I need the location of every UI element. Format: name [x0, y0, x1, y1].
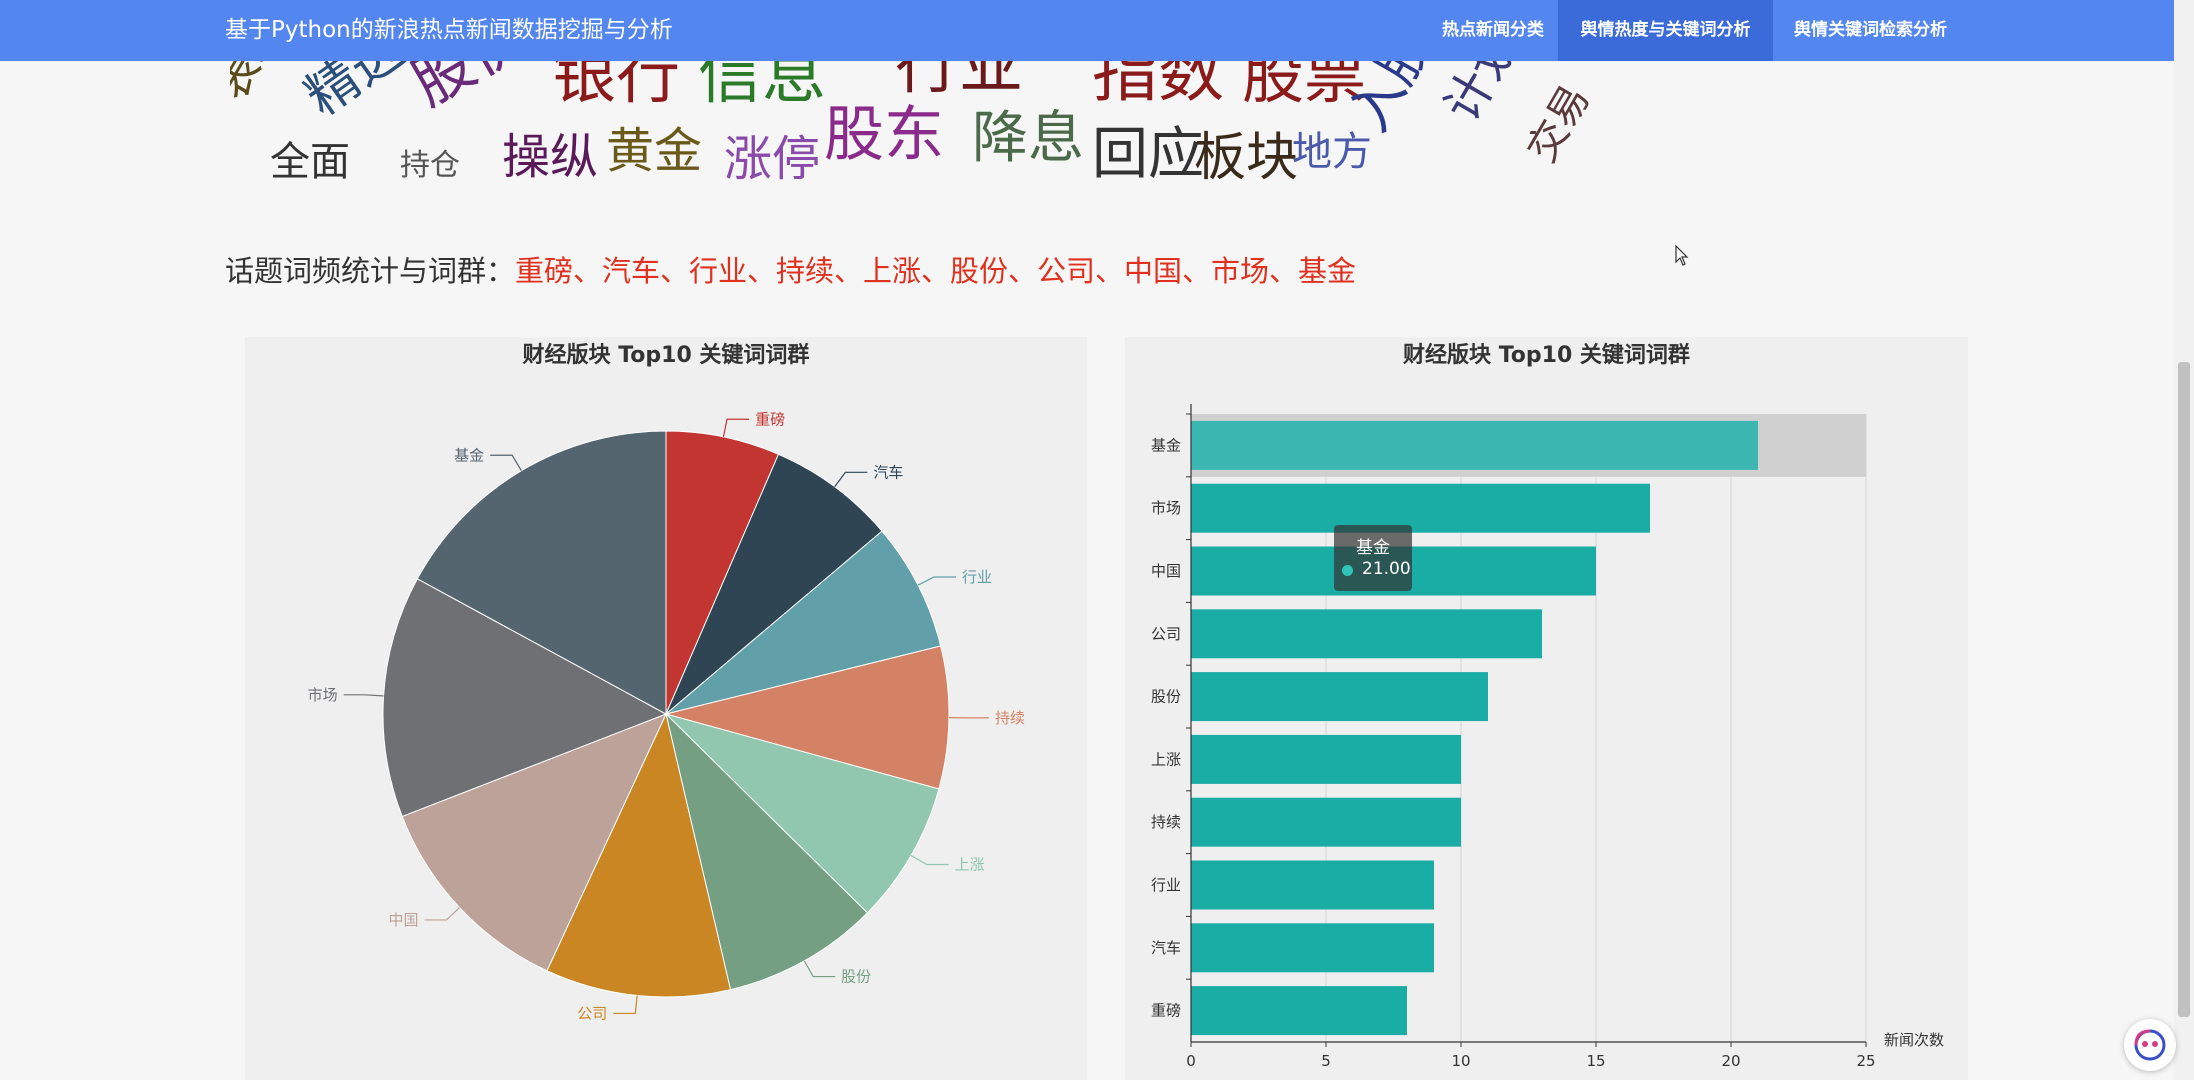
scrollbar-thumb[interactable] [2178, 362, 2190, 1017]
bar-chart-title: 财经版块 Top10 关键词词群 [1403, 343, 1690, 368]
bar-上涨[interactable] [1191, 734, 1461, 784]
y-tick-label: 公司 [1151, 625, 1181, 643]
word-cloud-word: 黄金 [606, 123, 702, 179]
pie-label: 重磅 [755, 410, 785, 428]
pie-slice-行业[interactable] [665, 530, 942, 715]
y-tick-label: 持续 [1151, 813, 1181, 831]
pie-slice-持续[interactable] [664, 645, 950, 790]
brand-title[interactable]: 基于Python的新浪热点新闻数据挖掘与分析 [225, 17, 673, 43]
word-cloud-word: 股东 [824, 100, 944, 170]
pie-label: 汽车 [873, 463, 903, 481]
pie-chart-panel: 财经版块 Top10 关键词词群 重磅汽车行业持续上涨股份公司 中国 市场 基金 [245, 337, 1087, 1080]
bar-基金[interactable] [1191, 420, 1758, 470]
x-tick-label: 10 [1451, 1052, 1470, 1070]
mouse-cursor-icon [1675, 245, 1689, 266]
word-cloud-word: 持仓 [400, 148, 460, 183]
bar-行业[interactable] [1191, 860, 1434, 910]
word-cloud: 表现 精选 股价 银行 信息 行业 指数 股票 全面 持仓 操纵 黄金 涨停 股东 降息 回应 板块 地方 入股 计划… [230, 45, 1650, 195]
bar-市场[interactable] [1191, 483, 1650, 533]
bar-公司[interactable] [1191, 609, 1542, 659]
topic-label: 话题词频统计与词群： [225, 254, 516, 288]
pie-label: 持续 [995, 709, 1025, 727]
y-tick-label: 股份 [1151, 688, 1181, 706]
bar-股份[interactable] [1191, 672, 1488, 722]
x-tick-label: 5 [1321, 1052, 1331, 1070]
x-axis-label: 新闻次数 [1884, 1031, 1944, 1049]
y-tick-label: 上涨 [1151, 750, 1181, 768]
x-tick-label: 15 [1586, 1052, 1605, 1070]
pie-label-line [343, 694, 384, 697]
pie-label: 上涨 [955, 856, 985, 874]
pie-label-line [613, 995, 638, 1015]
pie-label-line [910, 854, 949, 866]
pie-label: 中国 [388, 911, 418, 929]
robot-icon [2134, 1029, 2166, 1061]
nav-sentiment-keyword-search[interactable]: 舆情关键词检索分析 [1794, 20, 1947, 40]
x-tick-label: 20 [1721, 1052, 1740, 1070]
word-cloud-word: 涨停 [724, 131, 820, 187]
bar-汽车[interactable] [1191, 923, 1434, 973]
pie-label: 股份 [841, 968, 871, 986]
pie-label-line [424, 907, 461, 921]
pie-label: 基金 [454, 446, 484, 464]
word-cloud-word: 全面 [270, 139, 350, 185]
tooltip-value: 21.00 [1362, 559, 1411, 579]
nav-hot-news-classification[interactable]: 热点新闻分类 [1442, 20, 1544, 40]
bar-重磅[interactable] [1191, 986, 1407, 1036]
y-tick-label: 汽车 [1151, 939, 1181, 957]
word-cloud-word: 交易 [1519, 78, 1599, 170]
y-tick-label: 行业 [1151, 876, 1181, 894]
pie-label: 公司 [577, 1004, 607, 1022]
pie-slice-汽车[interactable] [665, 453, 883, 715]
y-tick-label: 市场 [1151, 499, 1181, 517]
pie-label-line [917, 576, 957, 586]
pie-label-line [490, 454, 522, 472]
word-cloud-word: 板块 [1194, 128, 1298, 188]
bar-tooltip: 基金 21.00 [1334, 525, 1412, 591]
y-tick-label: 中国 [1151, 562, 1181, 580]
y-tick-label: 基金 [1151, 436, 1181, 454]
y-tick-label: 重磅 [1151, 1002, 1181, 1020]
x-tick-label: 0 [1186, 1052, 1196, 1070]
page-scrollbar[interactable] [2174, 0, 2194, 1080]
topic-words: 重磅、汽车、行业、持续、上涨、股份、公司、中国、市场、基金 [515, 254, 1357, 288]
pie-chart-title: 财经版块 Top10 关键词词群 [522, 343, 810, 368]
top-navbar: 基于Python的新浪热点新闻数据挖掘与分析 热点新闻分类 舆情热度与关键词分析… [0, 0, 2174, 61]
pie-label: 行业 [962, 568, 992, 586]
chat-assistant-button[interactable] [2124, 1019, 2176, 1071]
tooltip-name: 基金 [1356, 538, 1390, 558]
pie-slice-重磅[interactable] [665, 430, 780, 715]
pie-label-line [803, 960, 836, 978]
word-cloud-word: 地方 [1292, 129, 1372, 175]
word-cloud-word: 降息 [972, 106, 1084, 171]
word-cloud-word: 回应 [1092, 122, 1204, 187]
bar-chart-panel: 财经版块 Top10 关键词词群 0 5 10 15 20 25 重磅 汽车 行业 持续 上涨 股份 公… [1125, 337, 1968, 1080]
pie-slice-上涨[interactable] [664, 713, 940, 914]
bar-持续[interactable] [1191, 797, 1461, 847]
tooltip-dot [1342, 565, 1353, 576]
x-tick-label: 25 [1856, 1052, 1875, 1070]
pie-label: 市场 [308, 686, 338, 704]
topic-frequency-line: 话题词频统计与词群：重磅、汽车、行业、持续、上涨、股份、公司、中国、市场、基金 [225, 248, 1356, 290]
pie-label-line [834, 471, 868, 488]
word-cloud-word: 操纵 [502, 129, 598, 185]
nav-sentiment-keyword-analysis[interactable]: 舆情热度与关键词分析 [1558, 0, 1773, 61]
pie-label-line [722, 418, 750, 438]
